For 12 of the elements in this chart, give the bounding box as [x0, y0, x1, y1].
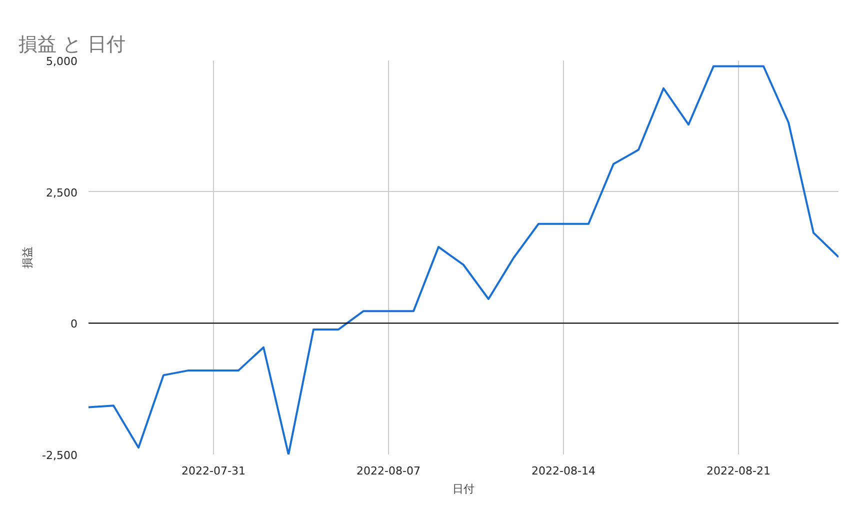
x-tick-label: 2022-07-31 — [182, 464, 246, 478]
line-series — [88, 65, 838, 454]
y-tick-label: -2,500 — [42, 449, 78, 462]
y-axis-title: 損益 — [21, 246, 34, 268]
y-tick-label: 2,500 — [46, 186, 78, 200]
chart-title: 損益 と 日付 — [18, 34, 126, 56]
x-tick-label: 2022-08-21 — [706, 464, 770, 478]
x-tick-label: 2022-08-07 — [356, 464, 420, 478]
x-axis-title: 日付 — [452, 482, 474, 496]
x-tick-label: 2022-08-14 — [532, 464, 596, 478]
y-tick-label: 5,000 — [46, 55, 78, 68]
y-tick-label: 0 — [70, 318, 78, 331]
